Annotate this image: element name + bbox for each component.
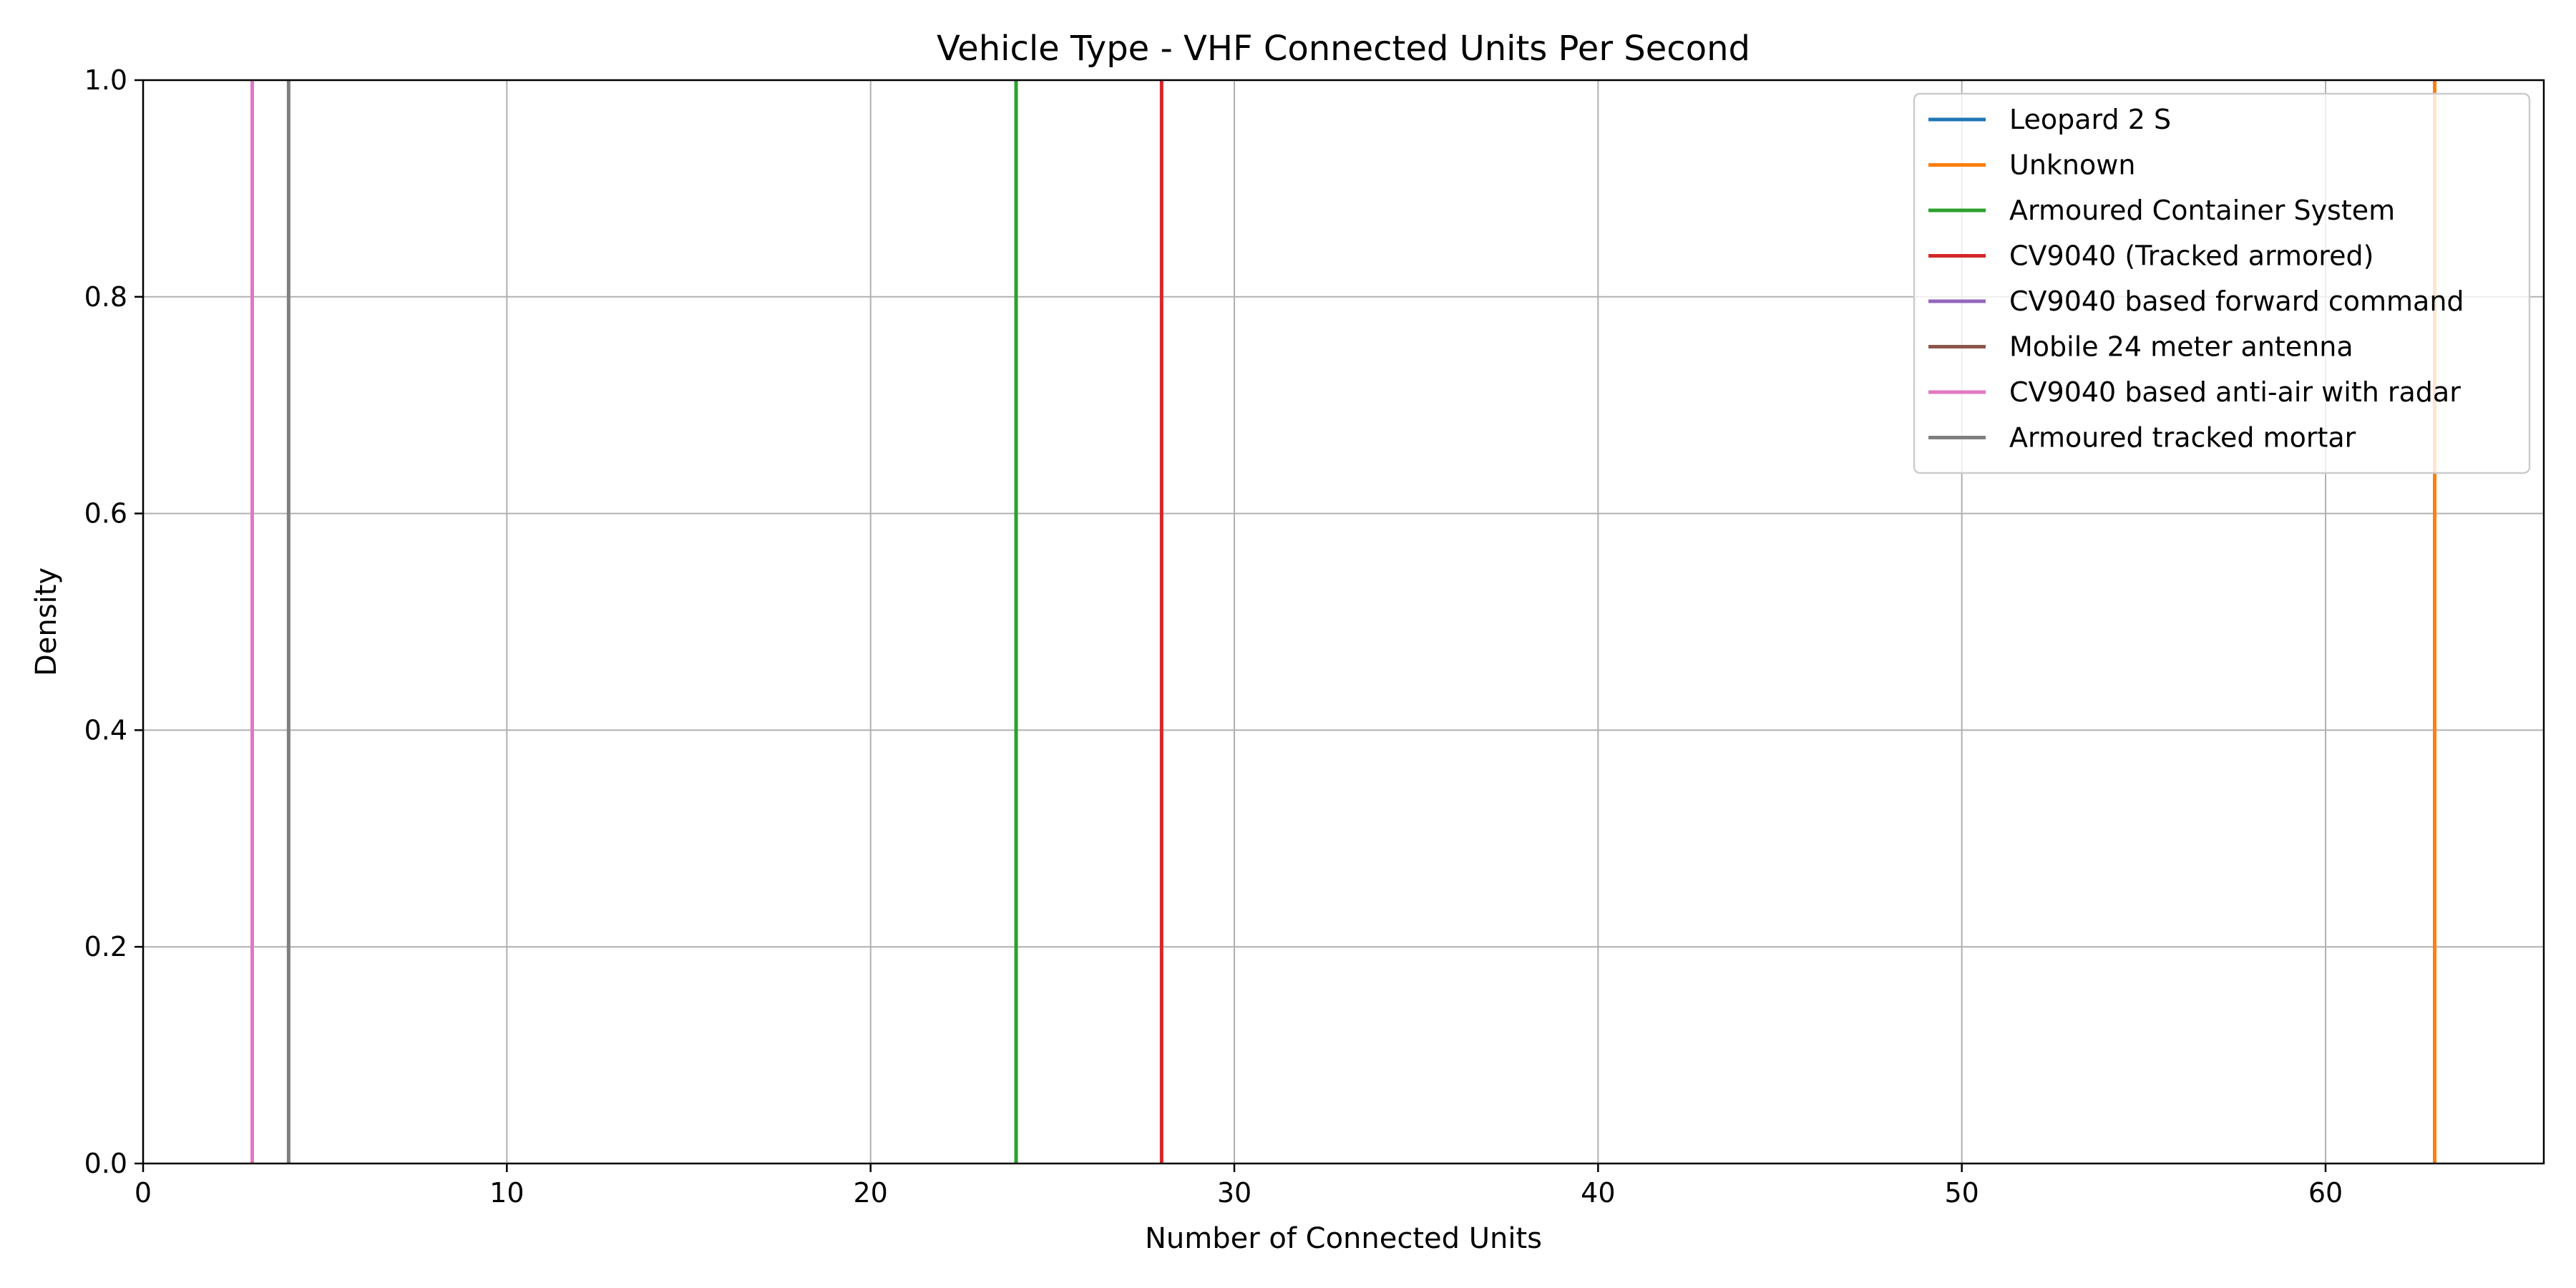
legend-label-2: Unknown (2009, 150, 2135, 181)
x-tick-label: 40 (1581, 1177, 1615, 1209)
legend: Leopard 2 S Unknown Armoured Container Sys… (1913, 92, 2531, 474)
legend-label-1: Leopard 2 S (2009, 104, 2171, 135)
x-tick-label: 50 (1944, 1177, 1979, 1209)
y-tick-label: 0.2 (84, 931, 127, 962)
legend-label-4: CV9040 (Tracked armored) (2009, 240, 2373, 272)
y-tick-label: 0.0 (84, 1148, 127, 1179)
chart-title: Vehicle Type - VHF Connected Units Per S… (937, 29, 1750, 69)
x-tick-label: 20 (853, 1177, 887, 1209)
y-tick-label: 0.4 (84, 714, 127, 746)
legend-label-6: Mobile 24 meter antenna (2009, 331, 2353, 363)
legend-label-8: Armoured tracked mortar (2009, 422, 2356, 454)
x-tick-label: 10 (489, 1177, 524, 1209)
legend-label-7: CV9040 based anti-air with radar (2009, 376, 2461, 408)
plot-frame (142, 79, 2545, 1165)
y-axis-label: Density (30, 567, 63, 676)
axis-ticks: 0 10 20 30 40 50 60 0.0 0.2 0.4 0.6 0.8 1.0 (84, 64, 2343, 1209)
y-tick-label: 0.8 (84, 281, 127, 313)
x-tick-label: 0 (135, 1177, 152, 1209)
legend-label-3: Armoured Container System (2009, 195, 2395, 226)
x-tick-label: 30 (1217, 1177, 1252, 1209)
legend-box (1913, 92, 2531, 474)
legend-label-5: CV9040 based forward command (2009, 286, 2464, 317)
y-tick-label: 0.6 (84, 498, 127, 530)
x-axis-label: Number of Connected Units (1145, 1222, 1542, 1255)
x-tick-label: 60 (2308, 1177, 2343, 1209)
y-tick-label: 1.0 (84, 64, 127, 96)
